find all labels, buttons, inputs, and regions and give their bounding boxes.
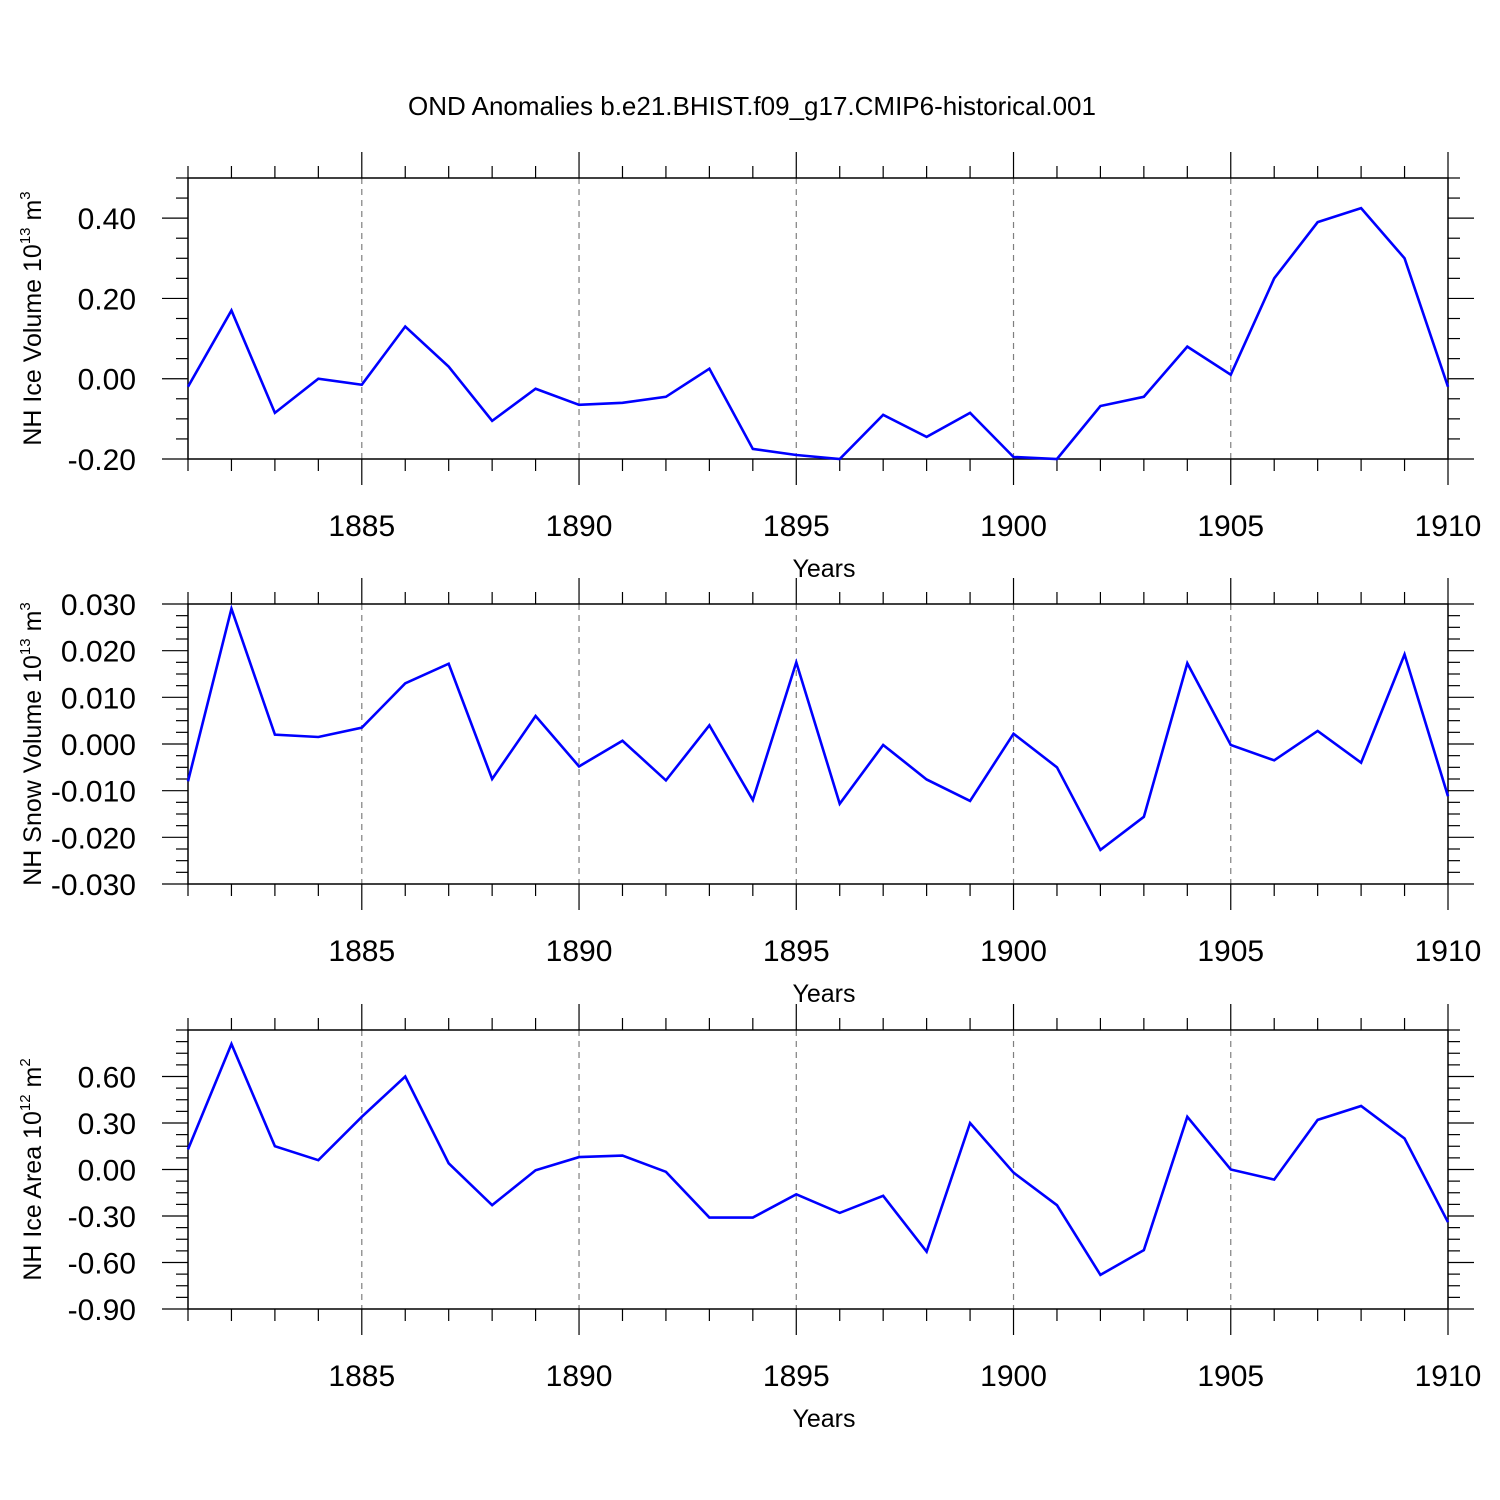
x-tick-label: 1910 [1415,1360,1482,1393]
y-axis-label: NH Ice Volume 1013 m3 [17,191,47,445]
x-tick-label: 1890 [546,1360,613,1393]
x-tick-label: 1885 [328,510,395,543]
y-tick-label: 0.010 [61,682,136,715]
y-tick-label: -0.020 [51,822,136,855]
x-tick-label: 1885 [328,935,395,968]
y-tick-label: 0.020 [61,636,136,669]
x-tick-label: 1890 [546,510,613,543]
y-axis-label: NH Ice Area 1012 m2 [17,1058,47,1280]
x-axis-label: Years [792,980,855,1008]
y-tick-label: 0.20 [78,283,136,316]
y-tick-label: 0.30 [78,1108,136,1141]
y-tick-label: -0.30 [68,1201,136,1234]
x-tick-label: 1895 [763,1360,830,1393]
y-tick-label: -0.90 [68,1294,136,1327]
plot-frame [187,1029,1449,1310]
plot-frame [187,177,1449,460]
ice-area-panel: 1885 1890 1895 1900 1905 1910 Years -0.90 -0.60 -… [17,1004,1481,1433]
y-axis-label: NH Snow Volume 1013 m3 [17,602,47,886]
x-tick-label: 1905 [1197,510,1264,543]
x-axis-label: Years [792,555,855,583]
series-line [186,206,1450,461]
x-tick-label: 1910 [1415,510,1482,543]
chart-title: OND Anomalies b.e21.BHIST.f09_g17.CMIP6-… [408,91,1096,121]
y-tick-label: -0.030 [51,869,136,902]
x-tick-label: 1910 [1415,935,1482,968]
x-tick-label: 1890 [546,935,613,968]
y-tick-label: 0.60 [78,1062,136,1095]
x-tick-label: 1905 [1197,1360,1264,1393]
x-tick-label: 1900 [980,1360,1047,1393]
x-tick-label: 1895 [763,935,830,968]
x-tick-label: 1895 [763,510,830,543]
x-tick-label: 1885 [328,1360,395,1393]
ice-volume-panel: 1885 1890 1895 1900 1905 1910 Years -0.20 0.00 0.… [17,152,1481,583]
plot-frame [187,603,1449,885]
y-tick-label: 0.00 [78,1155,136,1188]
x-tick-label: 1900 [980,935,1047,968]
y-tick-label: 0.000 [61,729,136,762]
x-tick-label: 1900 [980,510,1047,543]
series-line [186,1040,1450,1277]
y-tick-label: 0.40 [78,203,136,236]
y-tick-label: -0.20 [68,444,136,477]
y-tick-label: 0.030 [61,589,136,622]
y-tick-label: -0.010 [51,776,136,809]
y-tick-label: 0.00 [78,364,136,397]
series-line [186,604,1450,852]
snow-volume-panel: 1885 1890 1895 1900 1905 1910 Years -0.030 -0.02… [17,578,1481,1008]
x-tick-label: 1905 [1197,935,1264,968]
y-tick-label: -0.60 [68,1248,136,1281]
x-axis-label: Years [792,1405,855,1433]
